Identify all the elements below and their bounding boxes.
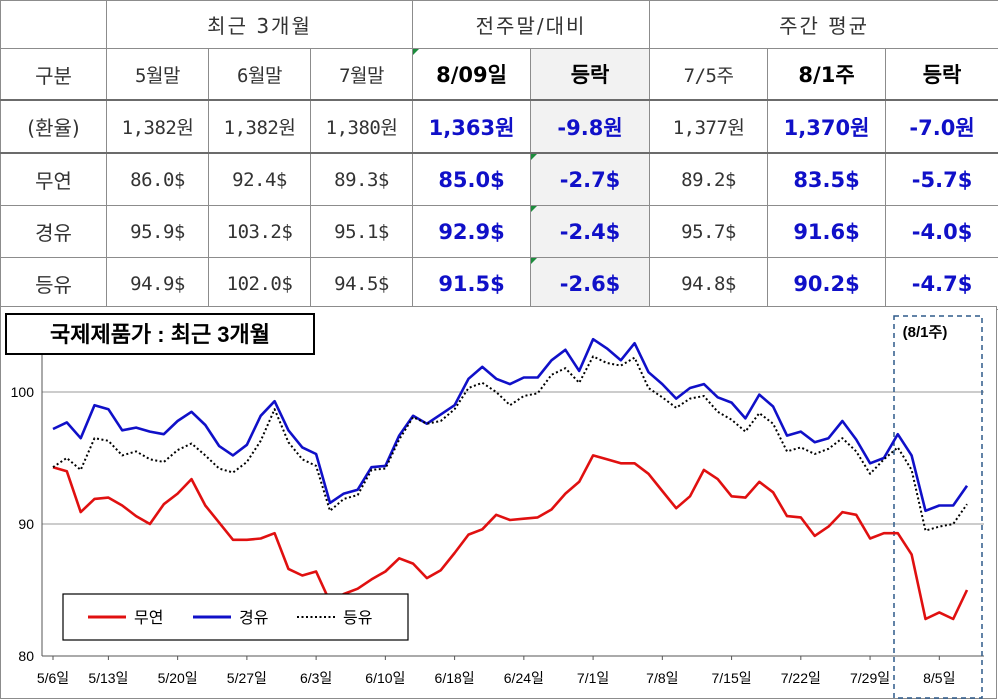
cell: 103.2$ [208, 205, 311, 258]
corner-cell [0, 0, 107, 49]
title-frame [5, 313, 315, 355]
cell: 94.5$ [309, 257, 414, 310]
cell: -9.8원 [530, 99, 651, 154]
series-line-2 [52, 337, 969, 513]
col-header-jul: 7월말 [309, 48, 414, 101]
series-line-1 [52, 454, 969, 621]
cell: 1,370원 [767, 99, 887, 154]
x-tick-label: 6/24일 [504, 670, 544, 686]
x-tick-label: 6/10일 [365, 670, 405, 686]
x-tick-label: 6/3일 [300, 670, 332, 686]
cell: 90.2$ [767, 257, 887, 310]
cell: -2.4$ [530, 205, 651, 258]
x-tick-label: 8/5일 [923, 670, 955, 686]
cell: 89.3$ [309, 152, 414, 206]
y-axis: 80 90 100 [11, 384, 35, 664]
x-tick-label: 6/18일 [435, 670, 475, 686]
row-label-diesel: 경유 [0, 205, 107, 258]
col-header-week: 8/1주 [767, 48, 887, 101]
cell: 94.8$ [649, 257, 769, 310]
row-label-fx: (환율) [0, 99, 107, 154]
cell: 1,377원 [649, 99, 769, 154]
col-header-jun: 6월말 [208, 48, 311, 101]
cell: 92.9$ [412, 205, 532, 258]
col-header-date: 8/09일 [412, 48, 532, 101]
x-tick-label: 7/15일 [712, 670, 752, 686]
price-chart: 80 90 100 5/6일 5/13일 5/20일 5/27일 6/3일 6/10일 6/18… [0, 306, 997, 699]
cell: 1,363원 [412, 99, 532, 154]
y-tick-label: 80 [18, 648, 34, 664]
legend-label: 경유 [239, 608, 268, 627]
cell: 89.2$ [649, 152, 769, 206]
cell: 86.0$ [106, 152, 209, 206]
highlight-label: (8/1주) [903, 324, 948, 341]
group-header-weekend: 전주말/대비 [412, 0, 651, 49]
cell: 1,380원 [309, 99, 414, 154]
cell: 1,382원 [106, 99, 209, 154]
cell: -2.7$ [530, 152, 651, 206]
series-line-3 [52, 355, 968, 532]
y-tick-label: 90 [18, 516, 34, 532]
x-axis: 5/6일 5/13일 5/20일 5/27일 6/3일 6/10일 6/18일 6/24일 7/… [37, 656, 955, 686]
row-label-gasoline: 무연 [0, 152, 107, 206]
y-tick-label: 100 [11, 384, 35, 400]
cell: -2.6$ [530, 257, 651, 310]
col-header-change: 등락 [530, 48, 651, 101]
cell: 94.9$ [106, 257, 209, 310]
legend-label: 무연 [134, 608, 163, 627]
highlight-rect [893, 315, 983, 699]
series-lines [52, 337, 969, 621]
cell: 95.9$ [106, 205, 209, 258]
x-tick-label: 7/22일 [781, 670, 821, 686]
grid [41, 326, 984, 657]
cell: -4.7$ [885, 257, 998, 310]
col-header-week-change: 등락 [885, 48, 998, 101]
col-header-prev-week: 7/5주 [649, 48, 769, 101]
cell: 83.5$ [767, 152, 887, 206]
cell: -4.0$ [885, 205, 998, 258]
x-tick-label: 7/8일 [646, 670, 678, 686]
cell: -7.0원 [885, 99, 998, 154]
cell: 102.0$ [208, 257, 311, 310]
cell: -5.7$ [885, 152, 998, 206]
row-label-kerosene: 등유 [0, 257, 107, 310]
legend: 무연 경유 등유 [62, 593, 409, 641]
chart-title-box: 국제제품가 : 최근 3개월 [5, 313, 315, 355]
x-tick-label: 5/27일 [227, 670, 267, 686]
cell: 95.1$ [309, 205, 414, 258]
highlight-box [893, 315, 983, 699]
x-tick-label: 7/29일 [850, 670, 890, 686]
cell: 91.6$ [767, 205, 887, 258]
x-tick-label: 7/1일 [577, 670, 609, 686]
x-tick-label: 5/20일 [158, 670, 198, 686]
legend-label: 등유 [343, 608, 372, 627]
chart-title: 국제제품가 : 최근 3개월 [50, 322, 270, 347]
group-header-recent: 최근 3개월 [105, 0, 414, 49]
price-table: 최근 3개월 전주말/대비 주간 평균 구분 5월말 6월말 7월말 8/09일… [0, 0, 998, 310]
cell: 95.7$ [649, 205, 769, 258]
cell: 92.4$ [208, 152, 311, 206]
x-tick-label: 5/13일 [88, 670, 128, 686]
cell: 85.0$ [412, 152, 532, 206]
cell: 1,382원 [208, 99, 311, 154]
x-tick-label: 5/6일 [37, 670, 69, 686]
col-header-may: 5월말 [106, 48, 209, 101]
group-header-weekly-avg: 주간 평균 [649, 0, 998, 49]
col-header-category: 구분 [0, 48, 107, 101]
cell: 91.5$ [412, 257, 532, 310]
